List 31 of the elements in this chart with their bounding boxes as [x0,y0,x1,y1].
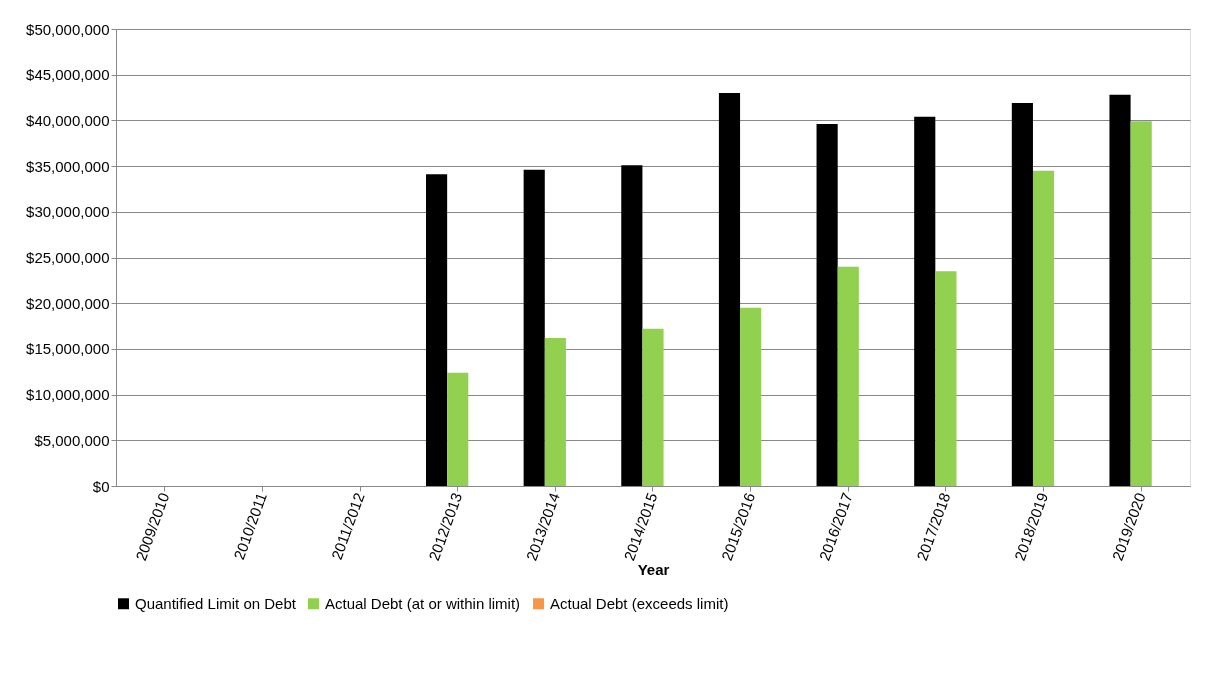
y-tick-label: $25,000,000 [26,249,110,266]
bar [447,372,469,486]
bar [642,328,664,486]
y-tick-label: $40,000,000 [26,111,110,129]
bar [426,174,448,486]
bar [1109,94,1131,486]
x-axis-title: Year [637,560,670,578]
bar [914,116,936,486]
bar [523,169,545,486]
y-tick-label: $50,000,000 [26,20,110,38]
y-tick-label: $30,000,000 [26,203,110,221]
bar [935,271,957,486]
bar [1011,103,1033,486]
bar [544,337,566,486]
legend-label: Quantified Limit on Debt [135,594,297,612]
legend-label: Actual Debt (exceeds limit) [550,594,729,612]
bar [816,124,838,486]
y-tick-label: $45,000,000 [26,66,110,84]
bar [621,165,643,486]
bar [837,266,859,486]
y-tick-label: $15,000,000 [26,340,110,358]
y-tick-label: $35,000,000 [26,157,110,175]
bar [740,307,762,486]
bar [1032,170,1055,486]
bar [718,92,741,486]
y-tick-label: $5,000,000 [34,431,110,449]
y-tick-label: $10,000,000 [26,386,110,404]
y-tick-label: $20,000,000 [26,294,110,312]
bar [1130,121,1152,486]
y-tick-label: $0 [92,477,110,495]
legend-label: Actual Debt (at or within limit) [325,594,521,612]
